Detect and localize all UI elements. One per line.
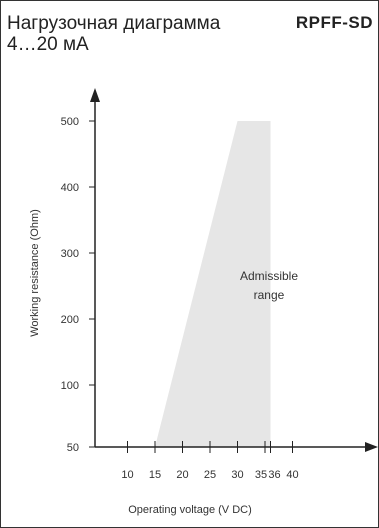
title-line-2: 4…20 мА <box>7 34 89 55</box>
x-axis-arrow <box>365 442 378 452</box>
y-axis-label: Working resistance (Ohm) <box>29 209 41 337</box>
chart-title: Нагрузочная диаграмма 4…20 мА <box>7 13 220 55</box>
x-tick-label: 40 <box>286 469 298 481</box>
y-tick-label: 200 <box>61 314 79 326</box>
y-tick-label: 300 <box>61 248 79 260</box>
y-tick-label: 500 <box>61 116 79 128</box>
y-axis-arrow <box>90 88 100 102</box>
x-axis-label: Operating voltage (V DC) <box>128 504 252 516</box>
title-line-1: Нагрузочная диаграмма <box>7 13 221 34</box>
x-tick-label: 20 <box>176 469 188 481</box>
region-label-line-2: range <box>254 288 285 302</box>
y-tick-label: 50 <box>67 442 79 454</box>
y-tick-label: 400 <box>61 182 79 194</box>
x-tick-label: 25 <box>204 469 216 481</box>
x-tick-label: 35 <box>255 469 267 481</box>
x-tick-label: 30 <box>231 469 243 481</box>
y-tick-label: 100 <box>61 380 79 392</box>
admissible-range-area <box>155 121 271 447</box>
x-tick-label: 15 <box>149 469 161 481</box>
region-label-line-1: Admissible <box>240 269 298 283</box>
x-tick-label: 36 <box>268 469 280 481</box>
x-tick-label: 10 <box>121 469 133 481</box>
model-name: RPFF-SD <box>295 13 373 32</box>
